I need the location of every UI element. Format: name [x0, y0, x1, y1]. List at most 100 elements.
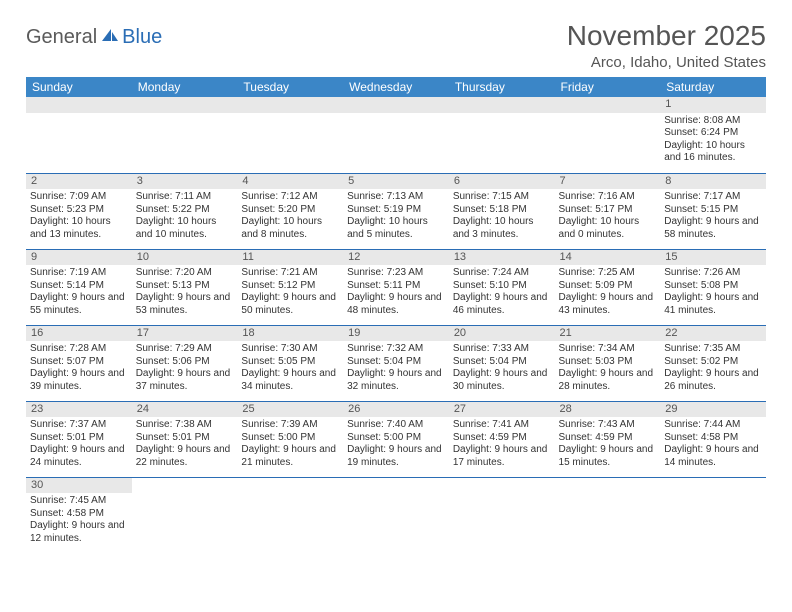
sunset-text: Sunset: 5:00 PM [347, 432, 445, 445]
sunset-text: Sunset: 4:59 PM [559, 432, 657, 445]
daylight-text: Daylight: 9 hours and 43 minutes. [559, 292, 657, 317]
daylight-text: Daylight: 9 hours and 53 minutes. [136, 292, 234, 317]
calendar-cell [449, 477, 555, 553]
day-body: Sunrise: 7:41 AMSunset: 4:59 PMDaylight:… [449, 417, 555, 471]
daylight-text: Daylight: 10 hours and 8 minutes. [241, 216, 339, 241]
daylight-text: Daylight: 9 hours and 39 minutes. [30, 368, 128, 393]
day-body: Sunrise: 7:09 AMSunset: 5:23 PMDaylight:… [26, 189, 132, 243]
sunrise-text: Sunrise: 7:41 AM [453, 419, 551, 432]
sunset-text: Sunset: 5:00 PM [241, 432, 339, 445]
day-number: 2 [26, 174, 132, 190]
calendar-table: SundayMondayTuesdayWednesdayThursdayFrid… [26, 77, 766, 553]
day-body: Sunrise: 7:13 AMSunset: 5:19 PMDaylight:… [343, 189, 449, 243]
day-number: 6 [449, 174, 555, 190]
sunrise-text: Sunrise: 7:43 AM [559, 419, 657, 432]
calendar-cell: 11Sunrise: 7:21 AMSunset: 5:12 PMDayligh… [237, 249, 343, 325]
calendar-cell: 24Sunrise: 7:38 AMSunset: 5:01 PMDayligh… [132, 401, 238, 477]
sunrise-text: Sunrise: 7:20 AM [136, 267, 234, 280]
calendar-cell: 2Sunrise: 7:09 AMSunset: 5:23 PMDaylight… [26, 173, 132, 249]
day-body: Sunrise: 7:33 AMSunset: 5:04 PMDaylight:… [449, 341, 555, 395]
sunset-text: Sunset: 5:20 PM [241, 204, 339, 217]
sunset-text: Sunset: 5:03 PM [559, 356, 657, 369]
daylight-text: Daylight: 9 hours and 55 minutes. [30, 292, 128, 317]
sunset-text: Sunset: 5:01 PM [136, 432, 234, 445]
sail-icon [100, 26, 120, 49]
sunrise-text: Sunrise: 7:23 AM [347, 267, 445, 280]
day-number: 29 [660, 402, 766, 418]
sunset-text: Sunset: 4:58 PM [30, 508, 128, 521]
calendar-cell [555, 477, 661, 553]
calendar-cell [660, 477, 766, 553]
day-body: Sunrise: 7:44 AMSunset: 4:58 PMDaylight:… [660, 417, 766, 471]
day-number: 27 [449, 402, 555, 418]
sunset-text: Sunset: 5:08 PM [664, 280, 762, 293]
sunrise-text: Sunrise: 7:25 AM [559, 267, 657, 280]
day-number: 4 [237, 174, 343, 190]
sunset-text: Sunset: 6:24 PM [664, 127, 762, 140]
sunrise-text: Sunrise: 7:32 AM [347, 343, 445, 356]
sunrise-text: Sunrise: 7:21 AM [241, 267, 339, 280]
sunrise-text: Sunrise: 7:35 AM [664, 343, 762, 356]
daylight-text: Daylight: 9 hours and 17 minutes. [453, 444, 551, 469]
sunrise-text: Sunrise: 7:37 AM [30, 419, 128, 432]
sunrise-text: Sunrise: 7:12 AM [241, 191, 339, 204]
day-number: 20 [449, 326, 555, 342]
calendar-cell: 13Sunrise: 7:24 AMSunset: 5:10 PMDayligh… [449, 249, 555, 325]
daylight-text: Daylight: 9 hours and 26 minutes. [664, 368, 762, 393]
title-block: November 2025 Arco, Idaho, United States [567, 20, 766, 71]
day-number: 11 [237, 250, 343, 266]
sunset-text: Sunset: 5:13 PM [136, 280, 234, 293]
calendar-cell: 27Sunrise: 7:41 AMSunset: 4:59 PMDayligh… [449, 401, 555, 477]
daylight-text: Daylight: 9 hours and 50 minutes. [241, 292, 339, 317]
sunset-text: Sunset: 5:14 PM [30, 280, 128, 293]
day-body: Sunrise: 7:25 AMSunset: 5:09 PMDaylight:… [555, 265, 661, 319]
day-number: 26 [343, 402, 449, 418]
day-number: 25 [237, 402, 343, 418]
daylight-text: Daylight: 9 hours and 21 minutes. [241, 444, 339, 469]
weekday-header: Thursday [449, 77, 555, 97]
daylight-text: Daylight: 10 hours and 13 minutes. [30, 216, 128, 241]
day-number: 3 [132, 174, 238, 190]
day-number: 23 [26, 402, 132, 418]
calendar-cell: 22Sunrise: 7:35 AMSunset: 5:02 PMDayligh… [660, 325, 766, 401]
weekday-header-row: SundayMondayTuesdayWednesdayThursdayFrid… [26, 77, 766, 97]
day-body: Sunrise: 7:24 AMSunset: 5:10 PMDaylight:… [449, 265, 555, 319]
sunset-text: Sunset: 4:58 PM [664, 432, 762, 445]
daylight-text: Daylight: 10 hours and 5 minutes. [347, 216, 445, 241]
daylight-text: Daylight: 9 hours and 28 minutes. [559, 368, 657, 393]
day-body: Sunrise: 7:17 AMSunset: 5:15 PMDaylight:… [660, 189, 766, 243]
sunset-text: Sunset: 5:06 PM [136, 356, 234, 369]
day-body: Sunrise: 7:34 AMSunset: 5:03 PMDaylight:… [555, 341, 661, 395]
day-number: 30 [26, 478, 132, 494]
day-body: Sunrise: 7:26 AMSunset: 5:08 PMDaylight:… [660, 265, 766, 319]
calendar-week: 23Sunrise: 7:37 AM Sunset: 5:01 PM Dayligh… [26, 401, 766, 477]
sunrise-text: Sunrise: 7:33 AM [453, 343, 551, 356]
weekday-header: Saturday [660, 77, 766, 97]
calendar-cell [237, 97, 343, 173]
weekday-header: Tuesday [237, 77, 343, 97]
sunset-text: Sunset: 5:17 PM [559, 204, 657, 217]
calendar-cell: 5Sunrise: 7:13 AMSunset: 5:19 PMDaylight… [343, 173, 449, 249]
daylight-text: Daylight: 9 hours and 24 minutes. [30, 444, 128, 469]
weekday-header: Wednesday [343, 77, 449, 97]
daylight-text: Daylight: 9 hours and 48 minutes. [347, 292, 445, 317]
day-body: Sunrise: 7:45 AMSunset: 4:58 PMDaylight:… [26, 493, 132, 547]
header: General Blue November 2025 Arco, Idaho, … [26, 20, 766, 71]
day-body: Sunrise: 7:21 AMSunset: 5:12 PMDaylight:… [237, 265, 343, 319]
calendar-cell: 16Sunrise: 7:28 AMSunset: 5:07 PMDayligh… [26, 325, 132, 401]
day-body: Sunrise: 7:15 AMSunset: 5:18 PMDaylight:… [449, 189, 555, 243]
day-number: 13 [449, 250, 555, 266]
sunset-text: Sunset: 5:05 PM [241, 356, 339, 369]
calendar-cell: 19Sunrise: 7:32 AMSunset: 5:04 PMDayligh… [343, 325, 449, 401]
day-number: 8 [660, 174, 766, 190]
day-number: 18 [237, 326, 343, 342]
daylight-text: Daylight: 9 hours and 34 minutes. [241, 368, 339, 393]
day-number: 24 [132, 402, 238, 418]
day-number: 17 [132, 326, 238, 342]
sunrise-text: Sunrise: 7:15 AM [453, 191, 551, 204]
calendar-week: 2Sunrise: 7:09 AMSunset: 5:23 PMDaylight… [26, 173, 766, 249]
sunrise-text: Sunrise: 7:16 AM [559, 191, 657, 204]
calendar-cell: 8Sunrise: 7:17 AMSunset: 5:15 PMDaylight… [660, 173, 766, 249]
sunset-text: Sunset: 5:15 PM [664, 204, 762, 217]
day-body: Sunrise: 7:43 AMSunset: 4:59 PMDaylight:… [555, 417, 661, 471]
